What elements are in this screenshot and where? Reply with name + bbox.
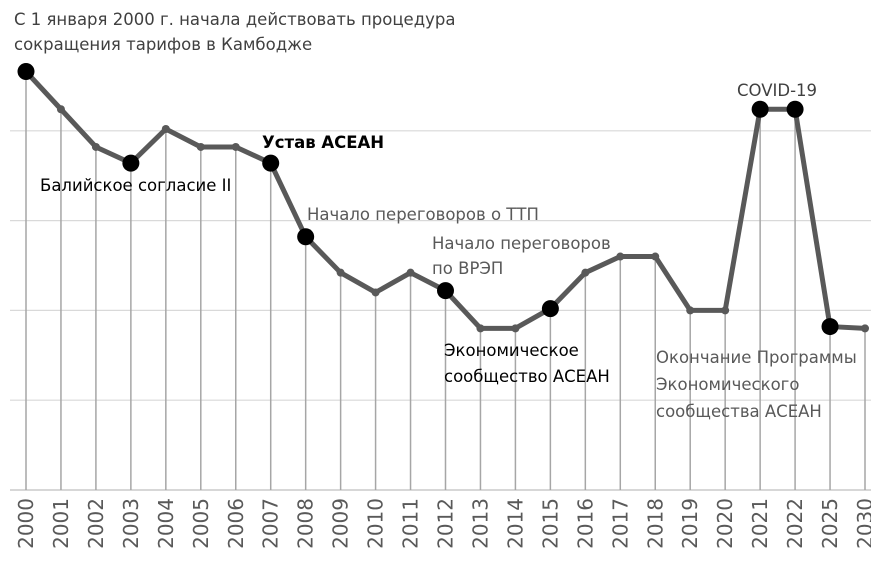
highlight-marker <box>541 300 559 318</box>
marker <box>91 142 100 151</box>
x-tick-label: 2006 <box>224 498 248 549</box>
highlight-marker <box>821 318 839 336</box>
x-tick-label: 2007 <box>259 498 283 549</box>
marker <box>336 268 345 277</box>
highlight-marker <box>751 100 769 118</box>
marker <box>56 105 65 114</box>
x-tick-label: 2013 <box>468 498 492 549</box>
marker <box>581 268 590 277</box>
x-tick-label: 2022 <box>783 498 807 549</box>
marker <box>861 324 869 333</box>
annotation: сокращения тарифов в Камбодже <box>14 35 312 54</box>
annotation: Начало переговоров о ТТП <box>307 205 539 224</box>
marker <box>371 288 380 297</box>
x-tick-label: 2000 <box>14 498 38 549</box>
annotation: Экономическое <box>444 341 579 360</box>
x-tick-label: 2017 <box>608 498 632 549</box>
marker <box>476 324 485 333</box>
annotation: Балийское согласие II <box>40 176 231 195</box>
highlight-marker <box>17 63 35 81</box>
x-tick-label: 2025 <box>818 498 842 549</box>
x-tick-label: 2018 <box>643 498 667 549</box>
marker <box>686 306 695 315</box>
highlight-marker <box>122 154 140 172</box>
highlight-marker <box>297 228 315 246</box>
x-tick-label: 2004 <box>154 498 178 549</box>
marker <box>721 306 730 315</box>
marker <box>511 324 520 333</box>
x-tick-label: 2021 <box>748 498 772 549</box>
highlight-marker <box>262 154 280 172</box>
annotation: по ВРЭП <box>432 259 503 278</box>
x-tick-label: 2015 <box>538 498 562 549</box>
x-tick-label: 2019 <box>678 498 702 549</box>
marker <box>406 268 415 277</box>
marker <box>231 142 240 151</box>
annotation: Устав АСЕАН <box>262 133 384 152</box>
marker <box>161 125 170 134</box>
annotation: сообщества АСЕАН <box>656 402 822 421</box>
x-tick-label: 2009 <box>329 498 353 549</box>
x-tick-label: 2010 <box>364 498 388 549</box>
x-tick-label: 2005 <box>189 498 213 549</box>
x-tick-label: 2008 <box>294 498 318 549</box>
highlight-marker <box>786 100 804 118</box>
marker <box>616 252 625 261</box>
x-tick-label: 2020 <box>713 498 737 549</box>
highlight-marker <box>437 282 454 300</box>
annotation: Окончание Программы <box>656 348 857 367</box>
x-tick-label: 2001 <box>49 498 73 549</box>
x-tick-label: 2030 <box>853 498 871 549</box>
annotation: COVID-19 <box>737 81 817 100</box>
x-tick-label: 2016 <box>573 498 597 549</box>
annotation: сообщество АСЕАН <box>444 367 610 386</box>
marker <box>196 142 205 151</box>
x-tick-label: 2014 <box>503 498 527 549</box>
x-tick-label: 2002 <box>84 498 108 549</box>
annotation: Начало переговоров <box>432 234 611 253</box>
annotation: Экономического <box>656 375 799 394</box>
x-tick-label: 2011 <box>399 498 423 549</box>
marker <box>651 252 660 261</box>
x-tick-label: 2012 <box>434 498 458 549</box>
x-tick-label: 2003 <box>119 498 143 549</box>
annotation: С 1 января 2000 г. начала действовать пр… <box>14 10 455 29</box>
